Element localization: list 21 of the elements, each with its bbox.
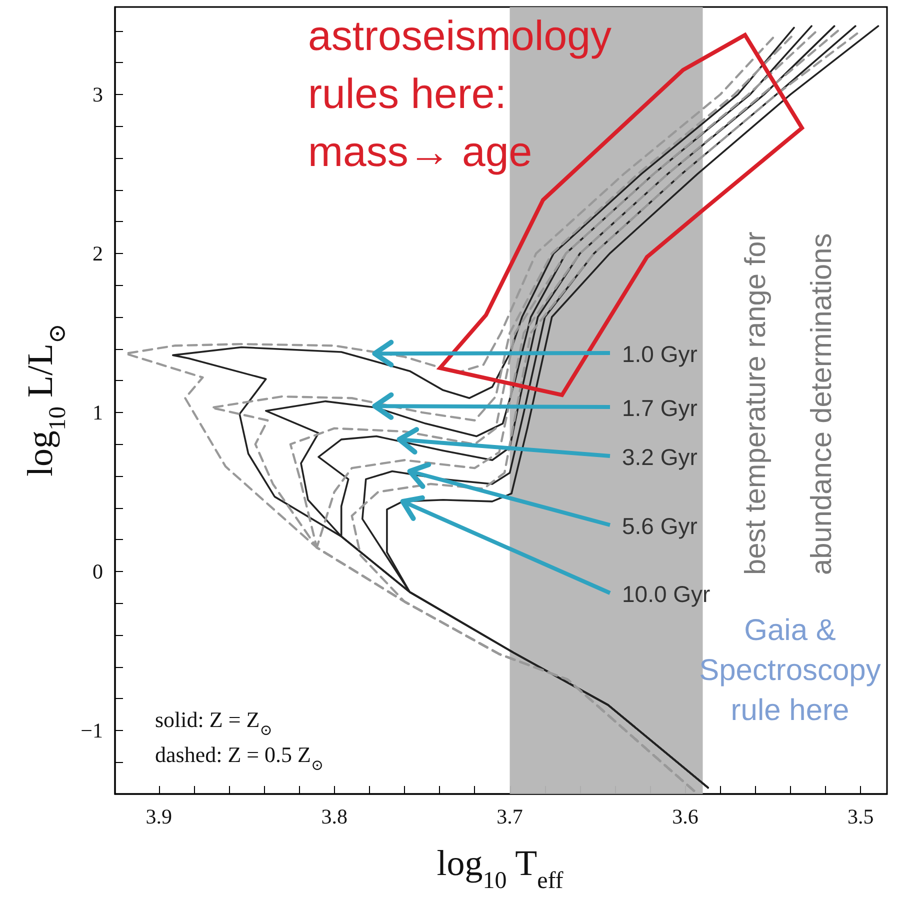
y-tick-label: 0 <box>92 559 103 584</box>
annotation: 3.2 Gyr <box>622 444 698 470</box>
x-axis-title: log$_{10}$ T$_{eff}$ <box>436 843 564 894</box>
y-tick-label: 3 <box>92 82 103 106</box>
annotation: astroseismology rules here: mass→ age <box>308 12 612 175</box>
annotation: 5.6 Gyr <box>622 513 698 539</box>
x-tick-label: 3.8 <box>321 804 348 828</box>
annotation: solid: Z = Z$_{⊙}$ <box>155 707 272 739</box>
annotation: 10.0 Gyr <box>622 581 711 607</box>
x-tick-label: 3.6 <box>672 804 698 828</box>
annotation: Gaia & Spectroscopy rule here <box>699 614 881 727</box>
annotation: dashed: Z = 0.5 Z$_{⊙}$ <box>155 742 324 774</box>
x-tick-label: 3.7 <box>496 804 523 828</box>
x-tick-label: 3.9 <box>146 804 172 828</box>
y-tick-label: 2 <box>92 241 103 266</box>
band-label: best temperature range for abundance determinations <box>740 231 838 575</box>
x-tick-label: 3.5 <box>848 804 874 828</box>
y-tick-label: −1 <box>80 718 103 742</box>
y-tick-label: 1 <box>92 400 103 424</box>
annotation: 1.7 Gyr <box>622 395 698 421</box>
annotation: 1.0 Gyr <box>622 341 698 367</box>
